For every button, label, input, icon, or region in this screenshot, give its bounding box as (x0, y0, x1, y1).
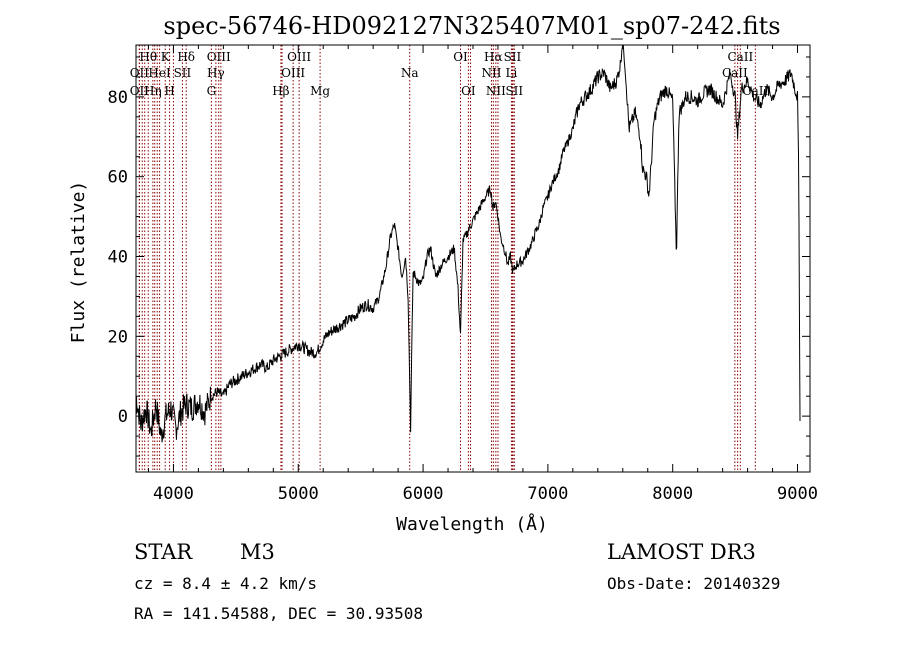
line-label: Hγ (207, 66, 225, 80)
y-tick-label: 40 (108, 248, 128, 268)
line-label: CaII (722, 66, 748, 80)
y-tick-label: 80 (108, 88, 128, 108)
x-tick-label: 4000 (153, 484, 194, 504)
x-tick-label: 8000 (652, 484, 693, 504)
x-tick-label: 9000 (777, 484, 818, 504)
line-label: NII (481, 66, 501, 80)
line-label: Na (401, 66, 419, 80)
line-label: Li (506, 66, 518, 80)
line-label: OIII (207, 50, 231, 64)
line-label: OII (130, 66, 150, 80)
line-label: OIII (281, 66, 305, 80)
line-label: HeI (148, 66, 171, 80)
line-label: Mg (310, 84, 330, 98)
x-axis-ticks: 4000 5000 6000 7000 8000 9000 (147, 45, 818, 504)
plot-frame (135, 44, 811, 473)
y-tick-label: 20 (108, 327, 128, 347)
x-tick-label: 6000 (403, 484, 444, 504)
line-label: Hη (144, 84, 162, 98)
line-label: Hα (484, 50, 503, 64)
y-axis-label: Flux (relative) (68, 181, 89, 344)
line-label: OII (130, 84, 150, 98)
line-label: CaII (727, 50, 753, 64)
x-tick-label: 5000 (278, 484, 319, 504)
line-label: G (207, 84, 217, 98)
object-type: STAR (134, 540, 193, 564)
line-label: SII (174, 66, 192, 80)
chart-title: spec-56746-HD092127N325407M01_sp07-242.f… (163, 12, 780, 40)
y-tick-label: 60 (108, 168, 128, 188)
line-label: SII (504, 50, 522, 64)
redshift-cz: cz = 8.4 ± 4.2 km/s (134, 574, 318, 593)
line-label: OI (461, 84, 476, 98)
ra-dec: RA = 141.54588, DEC = 30.93508 (134, 604, 423, 623)
x-axis-label: Wavelength (Å) (396, 513, 548, 535)
line-label: NII (486, 84, 506, 98)
line-markers (138, 45, 756, 472)
line-label: SII (505, 84, 523, 98)
y-axis-ticks: 0 20 40 60 80 (108, 56, 810, 457)
obs-date: Obs-Date: 20140329 (607, 574, 781, 593)
line-label: Hδ (177, 50, 195, 64)
spectrum-line (135, 44, 801, 443)
survey-name: LAMOST DR3 (607, 540, 756, 564)
line-label: OI (453, 50, 468, 64)
line-label: Hβ (272, 84, 289, 98)
y-tick-label: 0 (118, 407, 128, 427)
line-label: H (164, 84, 174, 98)
x-tick-label: 7000 (527, 484, 568, 504)
object-subclass: M3 (240, 540, 275, 564)
line-label: OIII (287, 50, 311, 64)
line-label: K (161, 50, 171, 64)
line-label: Hθ (139, 50, 157, 64)
